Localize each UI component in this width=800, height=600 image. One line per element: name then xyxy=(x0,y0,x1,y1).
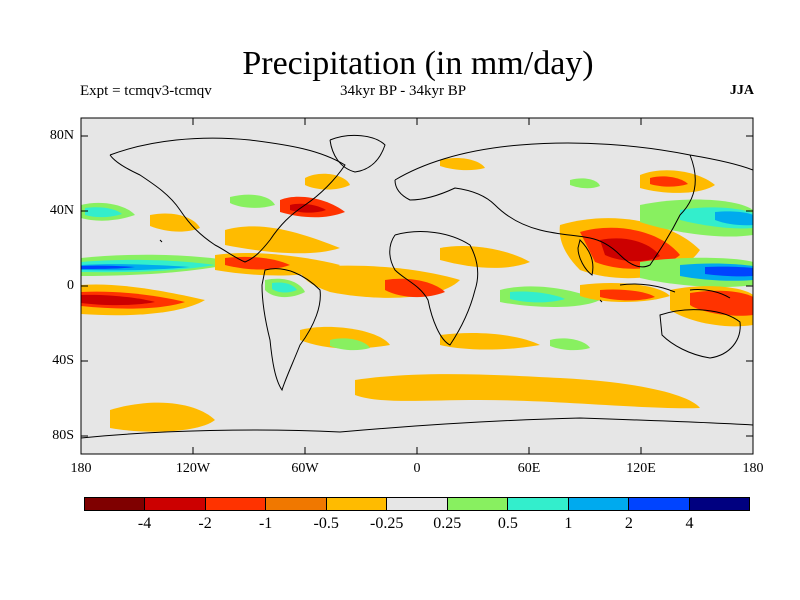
anomaly-patch xyxy=(385,278,445,298)
anomaly-patch xyxy=(355,374,700,409)
colorbar-box xyxy=(145,498,206,510)
coastline-india xyxy=(577,239,594,276)
coastline-australia xyxy=(659,309,741,359)
anomaly-patch xyxy=(690,290,753,316)
lon-tick-label: 60E xyxy=(517,461,541,476)
colorbar-label: 1 xyxy=(564,515,573,532)
anomaly-patch xyxy=(570,178,600,189)
anomaly-patch xyxy=(600,238,660,262)
anomaly-patch xyxy=(440,157,485,171)
lon-tick-label: 180 xyxy=(742,461,764,476)
coastline-antarctica xyxy=(81,417,753,439)
colorbar-box xyxy=(568,498,630,510)
anomaly-patch xyxy=(110,402,215,432)
anomaly-patch xyxy=(230,194,275,208)
anomaly-patch xyxy=(510,291,565,303)
coastline-maritime xyxy=(619,283,731,299)
lat-tick-label: 40N xyxy=(49,203,74,218)
colorbar-box xyxy=(85,498,146,510)
colorbar-box xyxy=(508,498,569,510)
anomaly-patch xyxy=(305,173,350,190)
anomaly-patch xyxy=(85,207,122,218)
colorbar-box xyxy=(326,498,388,510)
coastlines xyxy=(81,134,753,439)
colorbar-label: -0.25 xyxy=(370,515,404,532)
map-title: Precipitation (in mm/day) xyxy=(242,45,594,82)
lon-tick-label: 0 xyxy=(413,461,421,476)
colorbar-box xyxy=(266,498,327,510)
coastline-south-america xyxy=(261,268,321,392)
anomaly-patch xyxy=(600,289,655,301)
colorbar-label: 2 xyxy=(624,515,633,532)
lon-tick-label: 180 xyxy=(70,461,92,476)
anomaly-patch xyxy=(225,226,340,254)
anomaly-patch xyxy=(440,333,540,350)
colorbar-box xyxy=(629,498,690,510)
anomaly-patch xyxy=(650,176,688,187)
lat-tick-label: 80N xyxy=(49,128,74,143)
colorbar-box xyxy=(689,498,749,510)
anomaly-patch xyxy=(150,213,200,232)
lat-tick-label: 0 xyxy=(67,278,74,293)
anomaly-patch xyxy=(272,282,297,293)
lon-tick-label: 120E xyxy=(626,461,656,476)
anomaly-patch xyxy=(715,211,753,226)
colorbar-box xyxy=(205,498,267,510)
lat-ticks xyxy=(81,135,753,437)
anomaly-patch xyxy=(81,294,155,306)
lon-tick-label: 120W xyxy=(175,461,211,476)
lat-tick-label: 40S xyxy=(52,353,74,368)
anomaly-field xyxy=(81,157,753,432)
anomaly-patch xyxy=(330,338,370,351)
lon-tick-label: 60W xyxy=(291,461,319,476)
period-label: 34kyr BP - 34kyr BP xyxy=(340,83,467,99)
anomaly-patch xyxy=(550,338,590,351)
colorbar-label: 4 xyxy=(685,515,694,532)
colorbar-label: 0.25 xyxy=(433,515,462,532)
experiment-label: Expt = tcmqv3-tcmqv xyxy=(80,83,212,99)
coastline-north-america xyxy=(109,137,346,263)
season-label: JJA xyxy=(729,83,754,98)
anomaly-patch xyxy=(440,245,530,268)
colorbar-label: -0.5 xyxy=(313,515,339,532)
axis-ticks xyxy=(80,118,754,454)
colorbar-label: -1 xyxy=(258,515,273,532)
coastline-africa xyxy=(389,231,479,346)
coastline-greenland xyxy=(329,134,386,173)
colorbar-label: -4 xyxy=(137,515,152,532)
colorbar-label: 0.5 xyxy=(497,515,518,532)
anomaly-patch xyxy=(290,203,326,213)
anomaly-patch xyxy=(705,266,753,277)
anomaly-patch xyxy=(81,265,135,269)
lat-tick-label: 80S xyxy=(52,428,74,443)
colorbar-box xyxy=(447,498,509,510)
colorbar-box xyxy=(387,498,448,510)
anomaly-patch xyxy=(300,326,390,349)
colorbar-label: -2 xyxy=(198,515,212,532)
lon-ticks xyxy=(80,118,754,454)
coastline-eurasia xyxy=(394,142,753,268)
colorbar xyxy=(84,497,750,511)
coastline-pacific-islands xyxy=(159,239,603,303)
